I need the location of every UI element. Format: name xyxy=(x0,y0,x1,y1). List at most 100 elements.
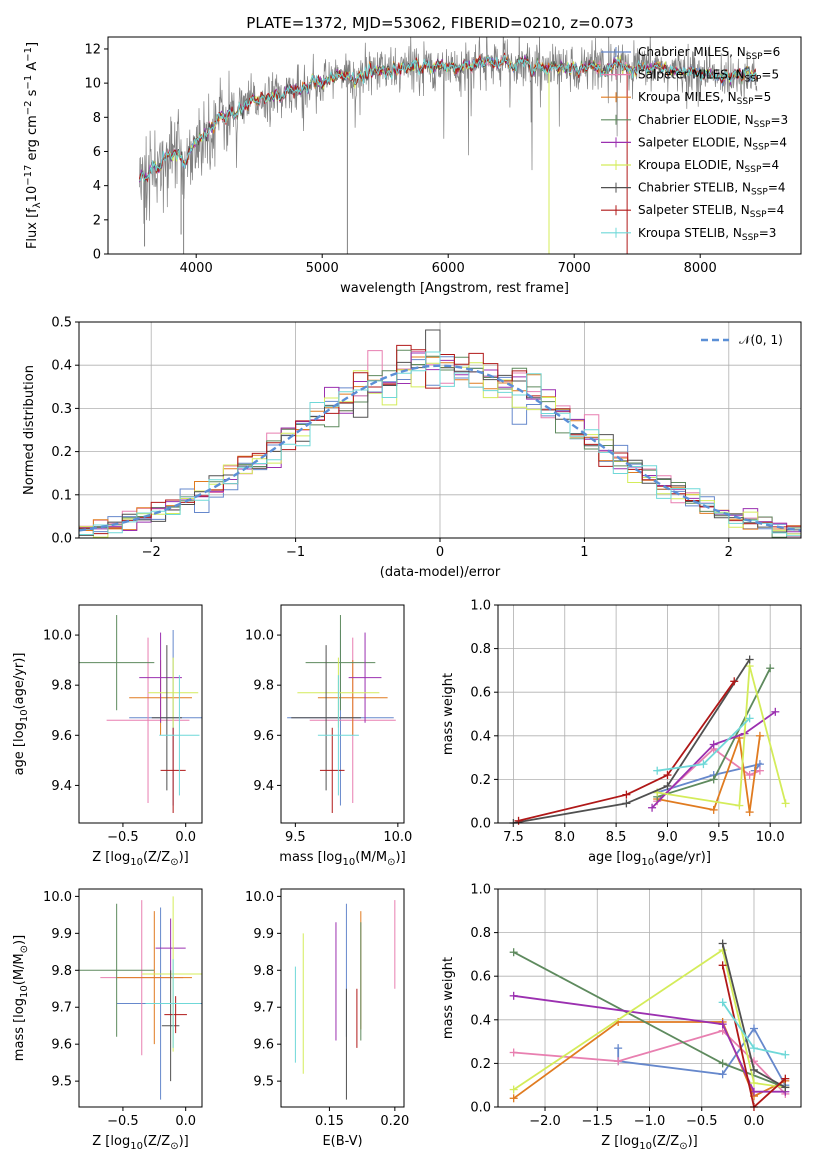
errorbar-point-chabrier_stelib xyxy=(151,645,182,791)
y-axis-label: Flux [fλ10−17 erg cm−2 s−1 A−1] xyxy=(23,42,43,249)
legend-entry: Kroupa STELIB, NSSP=3 xyxy=(638,226,776,243)
x-tick-label: 8000 xyxy=(684,261,717,276)
y-tick-label: 10.0 xyxy=(43,890,72,905)
y-tick-label: 0.5 xyxy=(51,316,72,331)
y-tick-label: 0.2 xyxy=(51,445,72,460)
x-tick-label: −2.0 xyxy=(529,1114,561,1129)
normal-distribution-curve xyxy=(79,364,801,532)
errorbar-point-kroupa_elodie xyxy=(148,657,199,728)
x-axis-label: age [log10(age/yr)] xyxy=(588,850,711,868)
y-axis-label: Normed distribution xyxy=(22,365,37,495)
y-tick-label: 9.7 xyxy=(253,1001,274,1016)
y-tick-label: 9.6 xyxy=(51,1038,72,1053)
errorbar-point-salpeter_stelib xyxy=(160,727,186,813)
x-axis-label: E(B-V) xyxy=(322,1134,362,1149)
x-tick-label: −2 xyxy=(142,545,161,560)
y-tick-label: 1.0 xyxy=(470,883,491,898)
weight-vs-age-plot: 7.5 8.0 8.5 9.0 9.5 10.0 0.0 0.2 0.4 0.6 0.8 1.0 age… xyxy=(441,599,802,868)
x-axis-label: mass [log10(M/M⊙)] xyxy=(279,850,405,868)
errorbar-point-kroupa_stelib xyxy=(145,959,201,1048)
errorbar-point-chabrier_stelib xyxy=(161,970,180,1082)
x-axis-label: Z [log10(Z/Z⊙)] xyxy=(92,1134,189,1152)
weight-marker xyxy=(749,1079,758,1088)
plot-frame xyxy=(497,604,802,824)
x-tick-label: −0.5 xyxy=(107,1114,139,1129)
y-tick-label: 0.1 xyxy=(51,488,72,503)
plots-layer: 4000 5000 6000 7000 8000024681012wavelength … xyxy=(12,36,802,1152)
weight-marker xyxy=(663,771,672,780)
x-tick-label: 5000 xyxy=(306,261,339,276)
y-tick-label: 4 xyxy=(93,179,101,194)
x-tick-label: 0.20 xyxy=(380,1114,409,1129)
x-axis-label: Z [log10(Z/Z⊙)] xyxy=(92,850,189,868)
weight-marker xyxy=(622,790,631,799)
weight-marker xyxy=(509,1094,518,1103)
y-tick-label: 10.0 xyxy=(43,629,72,644)
weight-marker xyxy=(709,805,718,814)
weight-series-kroupa_elodie xyxy=(513,948,786,1091)
x-tick-label: 10.0 xyxy=(756,830,785,845)
y-axis-label: mass weight xyxy=(441,957,456,1039)
plot-frame xyxy=(107,36,802,255)
weight-series-salpeter_stelib xyxy=(721,965,786,1107)
mass-vs-ebv-plot: 0.15 0.20 9.5 9.6 9.7 9.8 9.9 10.0 E(B-V) xyxy=(245,888,409,1149)
x-axis-label: (data-model)/error xyxy=(380,565,501,580)
x-tick-label: 0.0 xyxy=(175,830,196,845)
plot-frame xyxy=(497,888,802,1108)
weight-marker xyxy=(781,1050,790,1059)
y-tick-label: 9.9 xyxy=(253,927,274,942)
weight-marker xyxy=(614,1044,623,1053)
errorbar-point-salpeter_stelib xyxy=(319,727,345,813)
residual-histogram-kroupa_stelib xyxy=(79,351,801,537)
x-tick-label: 4000 xyxy=(180,261,213,276)
weight-marker xyxy=(755,731,764,740)
x-tick-label: 0.0 xyxy=(175,1114,196,1129)
y-tick-label: 0.0 xyxy=(51,532,72,547)
x-tick-label: 2 xyxy=(725,545,733,560)
x-tick-label: 10.0 xyxy=(383,830,412,845)
weight-series-kroupa_elodie xyxy=(657,665,787,807)
y-tick-label: 0.8 xyxy=(470,642,491,657)
y-tick-label: 0.6 xyxy=(470,686,491,701)
x-tick-label: 0.15 xyxy=(315,1114,344,1129)
y-tick-label: 0.4 xyxy=(470,1013,491,1028)
y-tick-label: 9.6 xyxy=(253,1038,274,1053)
legend-entry: Chabrier STELIB, NSSP=4 xyxy=(638,181,786,198)
y-tick-label: 0.2 xyxy=(470,1057,491,1072)
weight-marker xyxy=(745,655,754,664)
x-tick-label: 8.0 xyxy=(554,830,575,845)
y-tick-label: 9.8 xyxy=(253,679,274,694)
y-tick-label: 12 xyxy=(84,42,101,57)
y-axis-label: mass [log10(M/M⊙)] xyxy=(12,935,30,1061)
weight-marker xyxy=(622,799,631,808)
weight-marker xyxy=(718,961,727,970)
y-tick-label: 9.9 xyxy=(51,927,72,942)
y-tick-label: 9.6 xyxy=(253,729,274,744)
y-tick-label: 1.0 xyxy=(470,599,491,614)
x-tick-label: −1 xyxy=(286,545,305,560)
mass-vs-z-plot: −0.5 0.0 9.5 9.6 9.7 9.8 9.9 10.0 Z [log10(Z/Z⊙)… xyxy=(12,888,203,1152)
y-tick-label: 0 xyxy=(93,248,101,263)
weight-marker xyxy=(699,760,708,769)
x-tick-label: 1 xyxy=(580,545,588,560)
weight-series-salpeter_stelib xyxy=(518,680,735,822)
x-tick-label: 9.5 xyxy=(285,830,306,845)
x-tick-label: 9.0 xyxy=(657,830,678,845)
legend-entry: Chabrier MILES, NSSP=6 xyxy=(638,45,780,62)
y-tick-label: 9.8 xyxy=(253,964,274,979)
legend-entry: Salpeter ELODIE, NSSP=4 xyxy=(638,135,787,152)
legend-entry: Chabrier ELODIE, NSSP=3 xyxy=(638,113,788,130)
weight-marker xyxy=(718,1059,727,1068)
y-tick-label: 9.5 xyxy=(51,1075,72,1090)
y-tick-label: 10.0 xyxy=(245,890,274,905)
weight-marker xyxy=(781,799,790,808)
y-axis-label: mass weight xyxy=(441,673,456,755)
y-tick-label: 0.3 xyxy=(51,402,72,417)
y-tick-label: 0.0 xyxy=(470,1101,491,1116)
y-tick-label: 10 xyxy=(84,77,101,92)
weight-vs-z-plot: −2.0 −1.5 −1.0 −0.5 0.0 0.0 0.2 0.4 0.6 0.8 1.0 Z [… xyxy=(441,883,802,1152)
figure-title: PLATE=1372, MJD=53062, FIBERID=0210, z=0… xyxy=(246,14,633,32)
y-tick-label: 0.6 xyxy=(470,970,491,985)
weight-marker xyxy=(730,677,739,686)
x-tick-label: 7.5 xyxy=(503,830,524,845)
